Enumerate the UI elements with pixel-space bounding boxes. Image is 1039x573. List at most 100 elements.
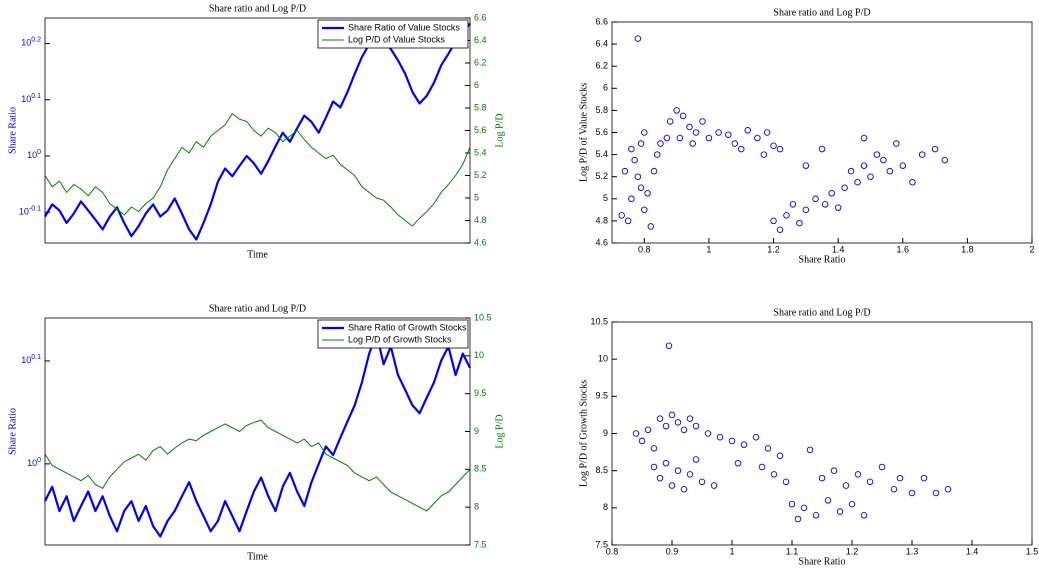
scatter-point bbox=[637, 140, 645, 147]
scatter-point bbox=[847, 167, 855, 175]
scatter-point bbox=[704, 430, 712, 437]
tick-label: 7.5 bbox=[595, 539, 608, 549]
scatter-point bbox=[665, 342, 673, 350]
tick-label: 1.8 bbox=[961, 244, 974, 254]
tick-exponent: -0.1 bbox=[29, 205, 41, 212]
tick-label: 6.2 bbox=[474, 57, 487, 67]
scatter-point bbox=[686, 471, 694, 478]
scatter-point bbox=[931, 145, 939, 153]
scatter-point bbox=[848, 500, 856, 508]
scatter-point bbox=[821, 201, 829, 208]
scatter-point bbox=[764, 445, 772, 452]
scatter-point bbox=[806, 446, 814, 454]
scatter-point bbox=[634, 173, 642, 180]
chart-title: Share ratio and Log P/D bbox=[209, 3, 306, 14]
y-axis-label: Log P/D of Growth Stocks bbox=[578, 380, 589, 487]
scatter-point bbox=[692, 422, 700, 430]
tick-label: 10.5 bbox=[474, 312, 492, 322]
tick-label: 9 bbox=[474, 426, 479, 436]
scatter-point bbox=[878, 463, 886, 471]
tick-label: 5.8 bbox=[595, 105, 608, 115]
scatter-point bbox=[842, 482, 850, 489]
scatter-point bbox=[860, 162, 868, 169]
tick-label: 5.8 bbox=[474, 102, 487, 112]
scatter-point bbox=[770, 471, 778, 478]
scatter-point bbox=[776, 226, 784, 233]
scatter-point bbox=[710, 482, 718, 489]
plot-frame bbox=[44, 17, 471, 244]
scatter-point bbox=[618, 212, 625, 219]
scatter-point bbox=[698, 478, 706, 486]
y-axis-label: Share Ratio bbox=[7, 107, 18, 154]
scatter-point bbox=[802, 206, 810, 214]
plot-frame bbox=[611, 21, 1033, 244]
tick-label: 6 bbox=[474, 80, 479, 90]
scatter-point bbox=[634, 35, 642, 42]
scatter-point bbox=[728, 437, 736, 445]
scatter-point bbox=[680, 426, 688, 434]
scatter-point bbox=[650, 463, 658, 471]
scatter-point bbox=[941, 156, 949, 164]
scatter-point bbox=[800, 504, 808, 512]
scatter-point bbox=[873, 151, 881, 158]
x-axis-label: Share Ratio bbox=[799, 556, 846, 567]
tick-label: 6.2 bbox=[595, 61, 608, 71]
scatter-point bbox=[641, 129, 648, 136]
scatter-point bbox=[754, 134, 761, 142]
line-series bbox=[44, 22, 471, 241]
scatter-point bbox=[686, 123, 693, 131]
tick-base: 10 bbox=[21, 94, 31, 104]
x-axis-label: Share Ratio bbox=[799, 254, 846, 265]
tick-base: 10 bbox=[27, 458, 37, 468]
y-axis-label: Share Ratio bbox=[7, 408, 18, 455]
tick-label: 10-0.1 bbox=[19, 205, 41, 217]
scatter-point bbox=[679, 112, 687, 120]
scatter-point bbox=[653, 151, 661, 158]
scatter-point bbox=[641, 206, 648, 214]
scatter-point bbox=[744, 127, 751, 134]
tick-label: 10 bbox=[474, 350, 484, 360]
tick-base: 10 bbox=[19, 207, 29, 217]
scatter-point bbox=[621, 167, 629, 175]
tick-label: 100 bbox=[27, 457, 41, 469]
scatter-point bbox=[854, 178, 861, 186]
scatter-point bbox=[834, 204, 842, 211]
scatter-point bbox=[818, 145, 826, 153]
scatter-point bbox=[788, 500, 796, 508]
y-axis-label: Log P/D of Value Stocks bbox=[578, 83, 589, 182]
scatter-point bbox=[886, 167, 894, 175]
tick-label: 5.2 bbox=[474, 170, 487, 180]
tick-label: 8.5 bbox=[474, 464, 487, 474]
tick-label: 8 bbox=[603, 502, 608, 512]
scatter-point bbox=[918, 151, 926, 158]
tick-label: 1 bbox=[706, 244, 711, 254]
scatter-point bbox=[699, 118, 706, 125]
tick-label: 5.4 bbox=[595, 149, 608, 159]
legend-label: Log P/D of Value Stocks bbox=[348, 34, 445, 44]
legend-box bbox=[317, 319, 469, 349]
scatter-point bbox=[841, 184, 848, 191]
legend-label: Share Ratio of Value Stocks bbox=[348, 22, 460, 32]
scatter-point bbox=[624, 217, 632, 225]
scatter-point bbox=[737, 145, 745, 153]
scatter-point bbox=[802, 162, 810, 169]
scatter-point bbox=[796, 219, 803, 227]
scatter-point bbox=[628, 195, 635, 203]
tick-base: 10 bbox=[27, 150, 37, 160]
tick-label: 100.1 bbox=[21, 93, 41, 105]
scatter-point bbox=[716, 433, 724, 441]
scatter-point bbox=[662, 459, 670, 467]
chart-title: Share ratio and Log P/D bbox=[209, 303, 306, 314]
scatter-point bbox=[650, 445, 658, 452]
tick-label: 5 bbox=[474, 192, 479, 202]
tick-label: 10.5 bbox=[590, 316, 608, 326]
scatter-point bbox=[632, 430, 640, 437]
scatter-point bbox=[783, 212, 790, 219]
scatter-point bbox=[673, 107, 680, 114]
legend-box bbox=[317, 19, 469, 49]
chart-title: Share ratio and Log P/D bbox=[773, 7, 870, 18]
scatter-point bbox=[657, 140, 664, 147]
tick-label: 1.5 bbox=[1026, 546, 1039, 556]
plot-area bbox=[45, 318, 470, 545]
plot-area bbox=[612, 22, 1032, 243]
